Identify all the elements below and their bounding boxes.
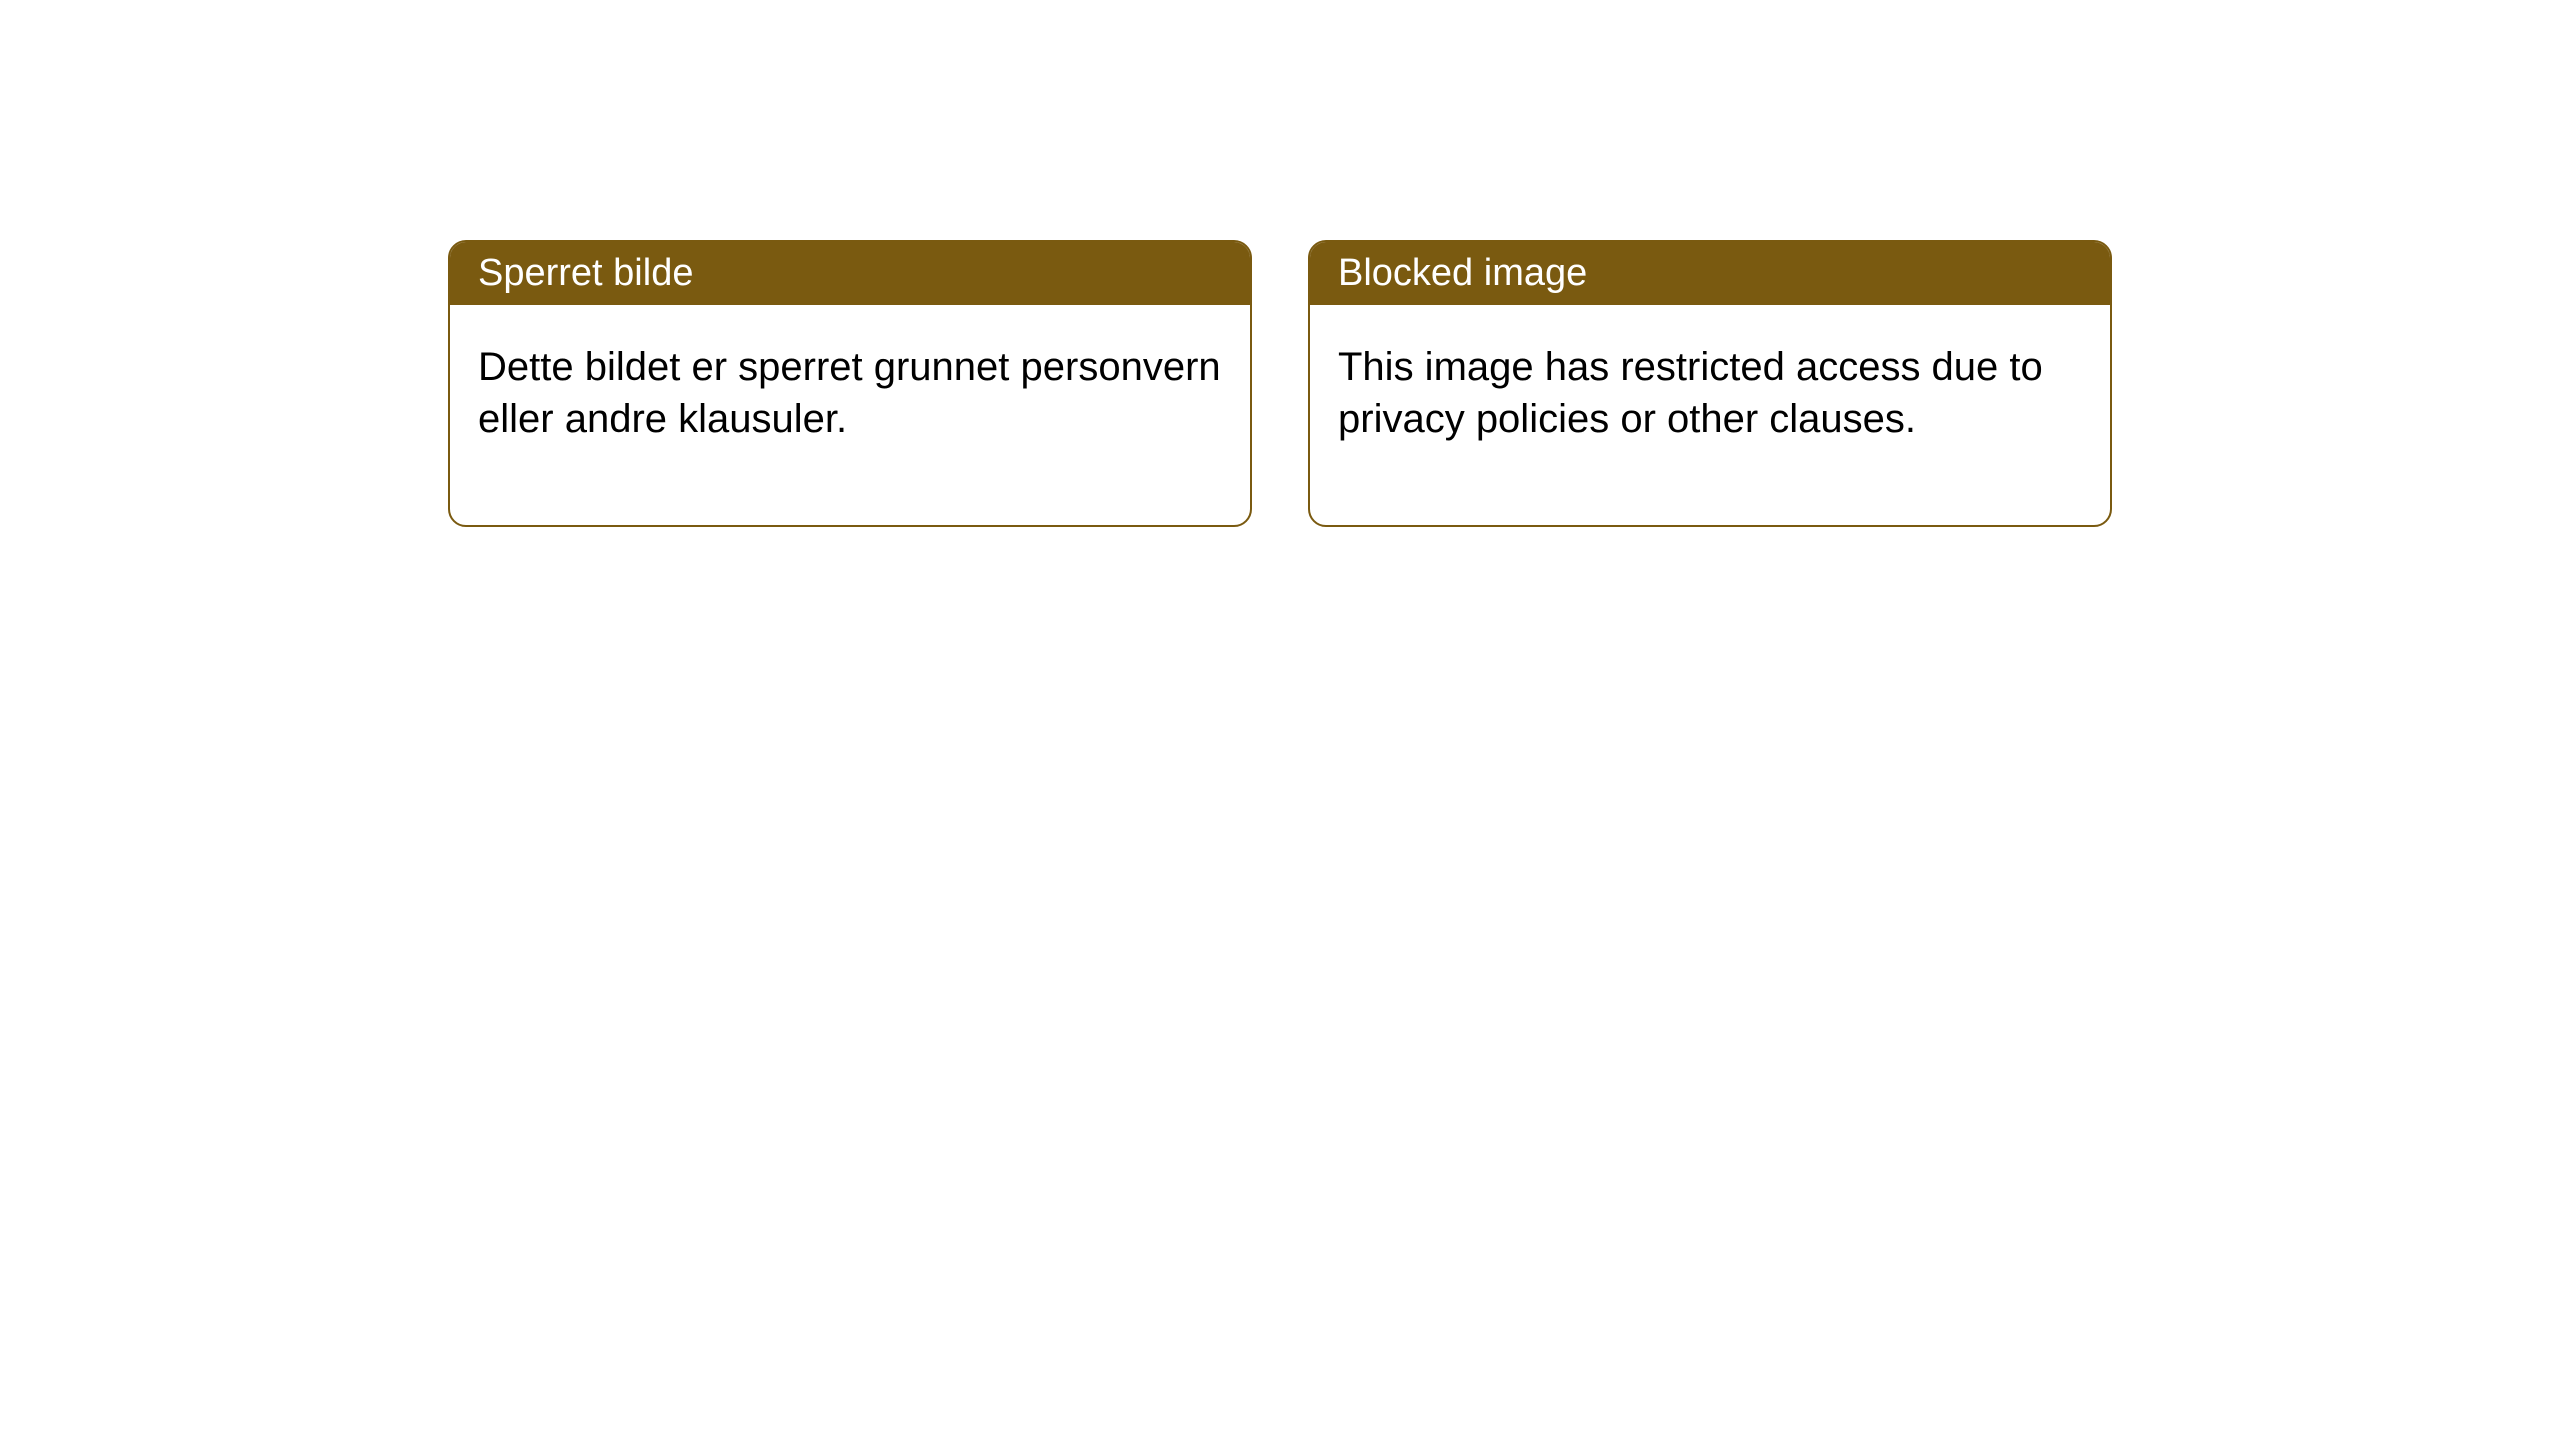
- notice-header: Sperret bilde: [450, 242, 1250, 305]
- notice-card-norwegian: Sperret bilde Dette bildet er sperret gr…: [448, 240, 1252, 527]
- notice-body: This image has restricted access due to …: [1310, 305, 2110, 525]
- notice-body: Dette bildet er sperret grunnet personve…: [450, 305, 1250, 525]
- notice-container: Sperret bilde Dette bildet er sperret gr…: [448, 240, 2112, 527]
- notice-header: Blocked image: [1310, 242, 2110, 305]
- notice-card-english: Blocked image This image has restricted …: [1308, 240, 2112, 527]
